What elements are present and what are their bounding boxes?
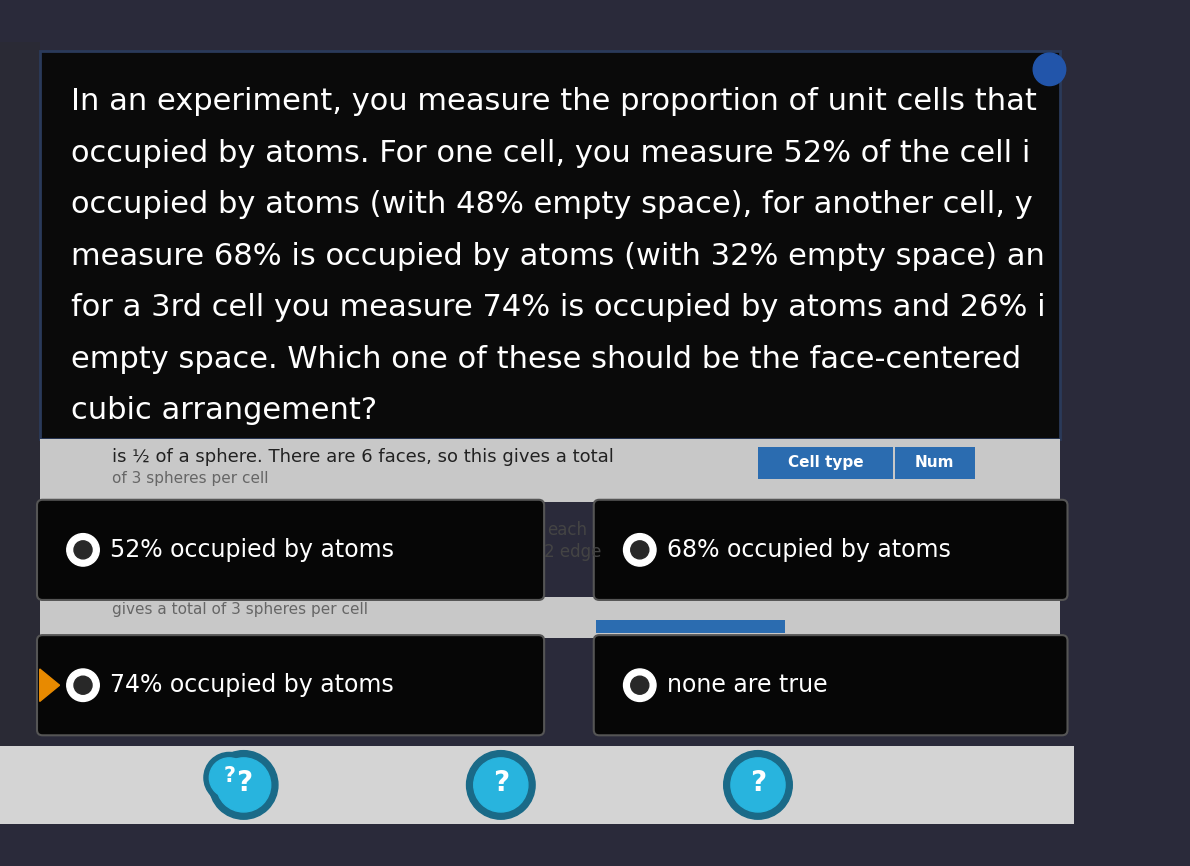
Text: ?: ? bbox=[236, 769, 252, 797]
Circle shape bbox=[631, 541, 649, 559]
Circle shape bbox=[209, 751, 278, 819]
Text: for a 3rd cell you measure 74% is occupied by atoms and 26% i: for a 3rd cell you measure 74% is occupi… bbox=[71, 293, 1046, 322]
Text: measure 68% is occupied by atoms (with 32% empty space) an: measure 68% is occupied by atoms (with 3… bbox=[71, 242, 1045, 271]
Text: empty space. Which one of these should be the face-centered: empty space. Which one of these should b… bbox=[71, 345, 1021, 373]
Text: ?: ? bbox=[493, 769, 509, 797]
Text: 68% occupied by atoms: 68% occupied by atoms bbox=[666, 538, 951, 562]
Text: 74% occupied by atoms: 74% occupied by atoms bbox=[111, 673, 394, 697]
Text: Cell type: Cell type bbox=[788, 456, 864, 470]
Circle shape bbox=[67, 533, 99, 566]
Circle shape bbox=[217, 758, 270, 812]
Text: Num: Num bbox=[915, 456, 954, 470]
Text: cubic arrangement?: cubic arrangement? bbox=[71, 396, 377, 425]
Circle shape bbox=[474, 758, 528, 812]
Circle shape bbox=[74, 541, 92, 559]
Bar bbox=[39, 51, 1060, 439]
Bar bbox=[0, 746, 1073, 824]
Text: ?: ? bbox=[224, 766, 236, 786]
Circle shape bbox=[624, 669, 656, 701]
Bar bbox=[895, 447, 975, 479]
Text: each: each bbox=[547, 520, 587, 539]
Circle shape bbox=[209, 758, 249, 798]
Text: none are true: none are true bbox=[666, 673, 827, 697]
Circle shape bbox=[466, 751, 536, 819]
FancyBboxPatch shape bbox=[594, 500, 1067, 600]
Bar bbox=[39, 598, 1060, 638]
FancyBboxPatch shape bbox=[594, 635, 1067, 735]
Circle shape bbox=[74, 676, 92, 695]
Circle shape bbox=[1033, 53, 1066, 86]
Text: 2 edgе: 2 edgе bbox=[544, 543, 601, 561]
Circle shape bbox=[203, 753, 255, 803]
Bar bbox=[758, 447, 894, 479]
FancyBboxPatch shape bbox=[37, 500, 544, 600]
Text: 52% occupied by atoms: 52% occupied by atoms bbox=[111, 538, 394, 562]
Text: occupied by atoms (with 48% empty space), for another cell, y: occupied by atoms (with 48% empty space)… bbox=[71, 191, 1033, 219]
Circle shape bbox=[731, 758, 785, 812]
Text: occupied by atoms. For one cell, you measure 52% of the cell i: occupied by atoms. For one cell, you mea… bbox=[71, 139, 1031, 168]
Text: is ½ of a sphere. There are 6 faces, so this gives a total: is ½ of a sphere. There are 6 faces, so … bbox=[112, 449, 614, 466]
Circle shape bbox=[624, 533, 656, 566]
Text: ?: ? bbox=[750, 769, 766, 797]
Text: of 3 spheres per cell: of 3 spheres per cell bbox=[112, 471, 269, 486]
Bar bbox=[39, 439, 1060, 502]
Circle shape bbox=[631, 676, 649, 695]
Circle shape bbox=[67, 669, 99, 701]
Circle shape bbox=[724, 751, 793, 819]
Text: In an experiment, you measure the proportion of unit cells that: In an experiment, you measure the propor… bbox=[71, 87, 1038, 116]
Bar bbox=[0, 42, 39, 824]
FancyBboxPatch shape bbox=[37, 635, 544, 735]
Text: gives a total of 3 spheres per cell: gives a total of 3 spheres per cell bbox=[112, 602, 368, 617]
Polygon shape bbox=[39, 669, 60, 701]
Bar bbox=[595, 620, 785, 633]
